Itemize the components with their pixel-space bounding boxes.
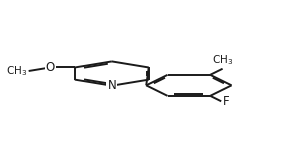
Text: F: F xyxy=(223,95,229,108)
Text: N: N xyxy=(107,79,116,92)
Text: CH$_3$: CH$_3$ xyxy=(212,53,233,67)
Text: O: O xyxy=(46,61,55,74)
Text: CH$_3$: CH$_3$ xyxy=(6,64,27,78)
